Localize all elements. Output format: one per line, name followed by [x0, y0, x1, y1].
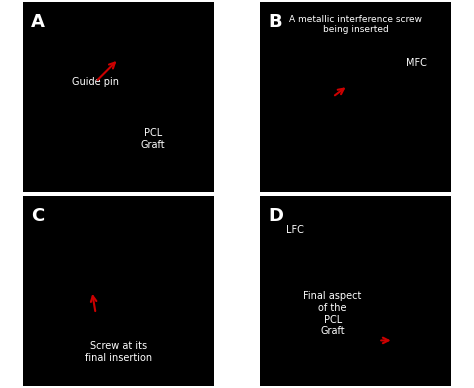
Text: D: D	[268, 207, 283, 225]
Ellipse shape	[341, 255, 427, 270]
Text: C: C	[31, 207, 44, 225]
Text: A: A	[31, 13, 45, 31]
Text: A metallic interference screw
being inserted: A metallic interference screw being inse…	[289, 15, 422, 35]
PathPatch shape	[4, 177, 233, 388]
Ellipse shape	[342, 300, 427, 317]
Ellipse shape	[405, 79, 420, 107]
Ellipse shape	[352, 79, 367, 107]
Circle shape	[31, 204, 206, 378]
Text: LFC: LFC	[286, 225, 304, 235]
Ellipse shape	[52, 335, 109, 369]
Circle shape	[268, 10, 443, 184]
Circle shape	[268, 10, 443, 184]
FancyBboxPatch shape	[137, 27, 183, 110]
Circle shape	[268, 204, 443, 378]
Ellipse shape	[376, 26, 410, 130]
Ellipse shape	[38, 137, 142, 179]
Text: Guide pin: Guide pin	[72, 77, 119, 87]
Ellipse shape	[285, 26, 319, 130]
Ellipse shape	[341, 279, 427, 292]
PathPatch shape	[241, 0, 470, 211]
Ellipse shape	[382, 79, 397, 107]
Ellipse shape	[341, 289, 427, 304]
Ellipse shape	[389, 310, 436, 367]
Ellipse shape	[81, 215, 156, 253]
Text: MFC: MFC	[406, 58, 427, 68]
Ellipse shape	[61, 213, 184, 285]
Text: Final aspect
of the
PCL
Graft: Final aspect of the PCL Graft	[303, 291, 362, 336]
Ellipse shape	[321, 79, 337, 107]
Text: Screw at its
final insertion: Screw at its final insertion	[85, 341, 152, 363]
PathPatch shape	[4, 0, 233, 211]
Circle shape	[31, 204, 206, 378]
Ellipse shape	[66, 32, 152, 86]
Ellipse shape	[346, 26, 380, 130]
Circle shape	[268, 204, 443, 378]
PathPatch shape	[241, 177, 470, 388]
Ellipse shape	[341, 267, 427, 281]
Text: PCL
Graft: PCL Graft	[140, 128, 165, 150]
Ellipse shape	[316, 26, 350, 130]
Ellipse shape	[399, 26, 433, 130]
Ellipse shape	[275, 291, 341, 367]
Circle shape	[31, 10, 206, 184]
Ellipse shape	[291, 79, 306, 107]
Ellipse shape	[52, 30, 185, 126]
Text: B: B	[268, 13, 282, 31]
Ellipse shape	[342, 310, 426, 329]
Ellipse shape	[32, 287, 174, 378]
